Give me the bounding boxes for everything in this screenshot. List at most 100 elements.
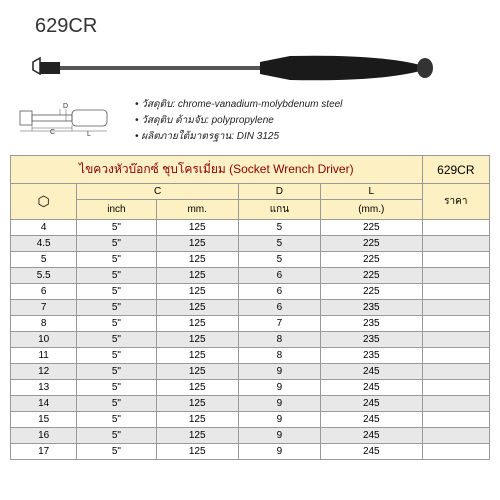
table-title: ไขควงหัวบ๊อกซ์ ชุบโครเมี่ยม (Socket Wren… — [11, 156, 423, 184]
cell: 125 — [156, 236, 238, 252]
cell: 5" — [77, 444, 156, 460]
cell: 5" — [77, 364, 156, 380]
cell: 5.5 — [11, 268, 77, 284]
table-row: 65"1256225 — [11, 284, 490, 300]
table-row: 115"1258235 — [11, 348, 490, 364]
cell: 125 — [156, 332, 238, 348]
cell: 12 — [11, 364, 77, 380]
cell: 125 — [156, 380, 238, 396]
cell: 235 — [320, 332, 422, 348]
cell: 225 — [320, 220, 422, 236]
cell-price — [422, 380, 489, 396]
cell: 7 — [238, 316, 320, 332]
cell: 225 — [320, 252, 422, 268]
cell-price — [422, 444, 489, 460]
cell: 125 — [156, 396, 238, 412]
cell: 125 — [156, 412, 238, 428]
tool-illustration — [30, 48, 490, 91]
cell: 10 — [11, 332, 77, 348]
col-l-sub: (mm.) — [320, 200, 422, 220]
cell-price — [422, 284, 489, 300]
cell: 13 — [11, 380, 77, 396]
col-c: C — [77, 184, 239, 200]
table-row: 85"1257235 — [11, 316, 490, 332]
spec-table: ไขควงหัวบ๊อกซ์ ชุบโครเมี่ยม (Socket Wren… — [10, 155, 490, 460]
cell: 245 — [320, 444, 422, 460]
cell: 235 — [320, 316, 422, 332]
cell: 125 — [156, 220, 238, 236]
table-row: 145"1259245 — [11, 396, 490, 412]
cell: 225 — [320, 268, 422, 284]
cell: 11 — [11, 348, 77, 364]
cell: 5" — [77, 236, 156, 252]
svg-text:L: L — [87, 131, 91, 138]
cell: 9 — [238, 396, 320, 412]
col-d-sub: แกน — [238, 200, 320, 220]
cell: 125 — [156, 364, 238, 380]
cell: 125 — [156, 268, 238, 284]
cell: 245 — [320, 380, 422, 396]
cell: 125 — [156, 300, 238, 316]
cell: 5" — [77, 348, 156, 364]
cell: 6 — [11, 284, 77, 300]
col-hex: ⬡ — [11, 184, 77, 220]
cell-price — [422, 236, 489, 252]
cell: 5" — [77, 268, 156, 284]
col-c-mm: mm. — [156, 200, 238, 220]
col-c-inch: inch — [77, 200, 156, 220]
cell-price — [422, 428, 489, 444]
cell-price — [422, 316, 489, 332]
cell-price — [422, 220, 489, 236]
spec-line: • วัสดุติบ: chrome-vanadium-molybdenum s… — [135, 97, 342, 112]
cell-price — [422, 268, 489, 284]
table-row: 175"1259245 — [11, 444, 490, 460]
table-row: 4.55"1255225 — [11, 236, 490, 252]
cell: 6 — [238, 300, 320, 316]
cell: 5 — [11, 252, 77, 268]
svg-text:D: D — [63, 103, 68, 110]
table-row: 125"1259245 — [11, 364, 490, 380]
spec-line: • ผลิตภายใต้มาตรฐาน: DIN 3125 — [135, 129, 342, 144]
table-code: 629CR — [422, 156, 489, 184]
cell: 8 — [238, 332, 320, 348]
cell-price — [422, 412, 489, 428]
cell: 5" — [77, 412, 156, 428]
svg-text:C: C — [50, 129, 55, 136]
table-row: 155"1259245 — [11, 412, 490, 428]
cell: 5" — [77, 428, 156, 444]
table-row: 135"1259245 — [11, 380, 490, 396]
cell-price — [422, 364, 489, 380]
cell: 9 — [238, 364, 320, 380]
cell: 5" — [77, 252, 156, 268]
cell: 235 — [320, 300, 422, 316]
cell: 235 — [320, 348, 422, 364]
cell: 9 — [238, 412, 320, 428]
cell: 5" — [77, 220, 156, 236]
cell: 5" — [77, 332, 156, 348]
col-d: D — [238, 184, 320, 200]
cell-price — [422, 348, 489, 364]
cell: 125 — [156, 284, 238, 300]
cell: 5 — [238, 252, 320, 268]
cell: 5 — [238, 236, 320, 252]
cell: 9 — [238, 444, 320, 460]
cell: 6 — [238, 268, 320, 284]
cell: 245 — [320, 396, 422, 412]
cell: 245 — [320, 364, 422, 380]
table-row: 55"1255225 — [11, 252, 490, 268]
cell-price — [422, 332, 489, 348]
table-row: 75"1256235 — [11, 300, 490, 316]
cell: 6 — [238, 284, 320, 300]
cell: 4.5 — [11, 236, 77, 252]
material-specs: • วัสดุติบ: chrome-vanadium-molybdenum s… — [135, 96, 342, 145]
table-row: 45"1255225 — [11, 220, 490, 236]
cell: 125 — [156, 316, 238, 332]
cell: 16 — [11, 428, 77, 444]
table-row: 105"1258235 — [11, 332, 490, 348]
cell: 9 — [238, 380, 320, 396]
cell: 5 — [238, 220, 320, 236]
cell-price — [422, 300, 489, 316]
col-price: ราคา — [422, 184, 489, 220]
cell: 125 — [156, 428, 238, 444]
cell: 5" — [77, 396, 156, 412]
